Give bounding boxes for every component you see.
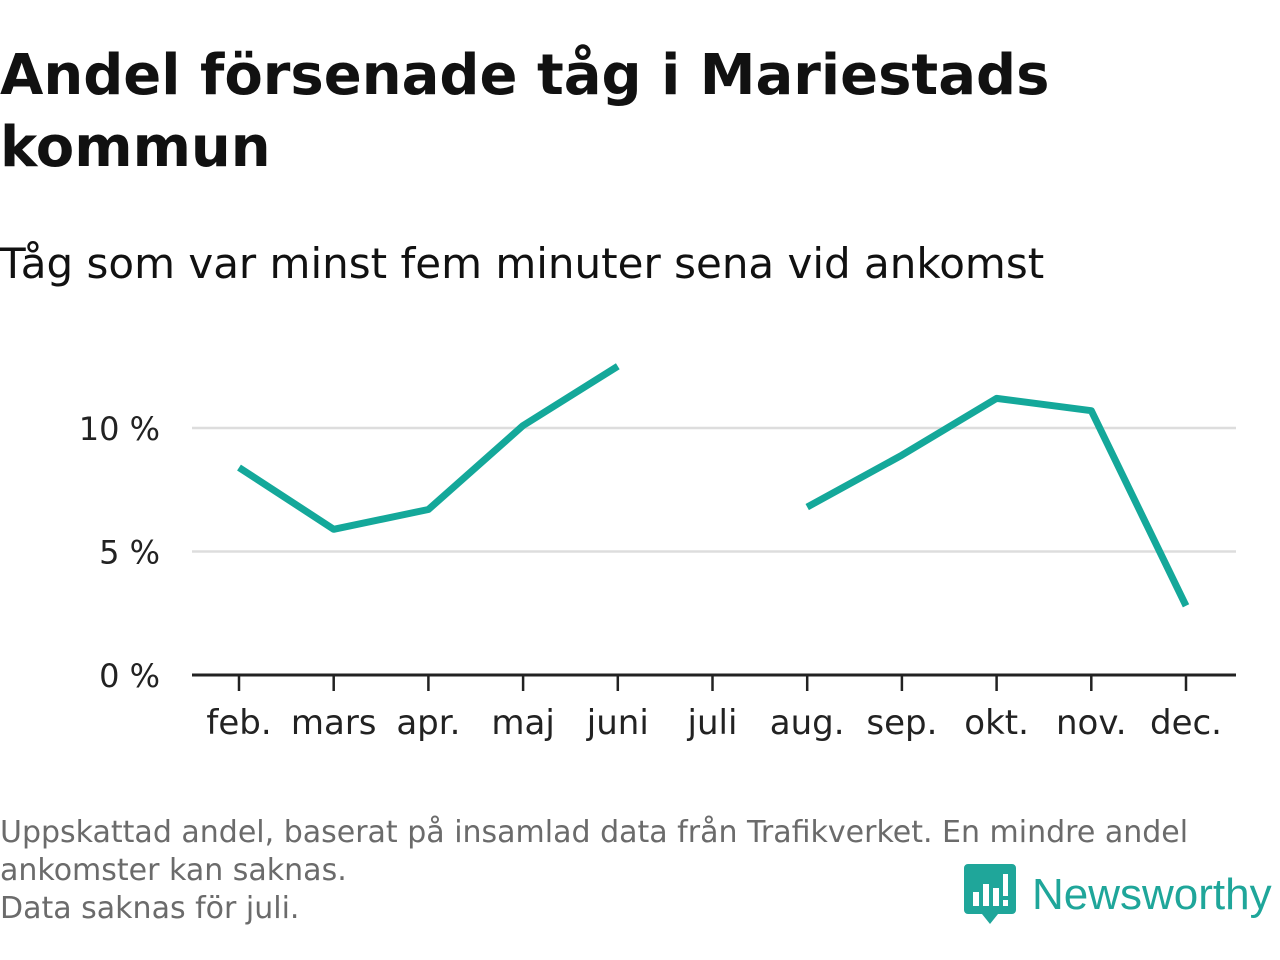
series-line (237, 363, 620, 533)
gridlines (192, 426, 1236, 553)
brand-name: Newsworthy (1032, 870, 1272, 919)
line-chart: 0 % 5 % 10 % feb. mars apr. maj juni juli aug. se… (79, 363, 1236, 743)
newsworthy-logo: Newsworthy (964, 864, 1272, 926)
x-tick-label: mars (291, 703, 377, 743)
newsworthy-bar-chart-icon (964, 864, 1016, 924)
x-tick-label: juli (687, 703, 738, 743)
footnote: Uppskattad andel, baserat på insamlad da… (0, 814, 1270, 928)
x-tick-label: feb. (206, 703, 271, 743)
x-tick-label: juni (586, 703, 649, 743)
x-tick-label: nov. (1056, 703, 1127, 743)
chart-title: Andel försenade tåg i Mariestads kommun (0, 43, 1050, 180)
y-tick-label: 10 % (79, 410, 160, 448)
y-tick-label: 5 % (99, 534, 160, 572)
x-tick-label: sep. (866, 703, 937, 743)
x-tick-labels: feb. mars apr. maj juni juli aug. sep. okt. nov. d… (206, 703, 1222, 743)
y-tick-labels: 0 % 5 % 10 % (79, 410, 160, 695)
footnote-line: ankomster kan saknas. (0, 853, 347, 888)
x-axis (192, 673, 1236, 691)
footnote-line: Uppskattad andel, baserat på insamlad da… (0, 815, 1189, 850)
y-tick-label: 0 % (99, 657, 160, 695)
x-tick-label: aug. (770, 703, 845, 743)
x-tick-label: maj (491, 703, 554, 743)
series-line (805, 394, 1190, 608)
x-tick-label: dec. (1150, 703, 1222, 743)
x-tick-label: apr. (396, 703, 460, 743)
chart-subtitle: Tåg som var minst fem minuter sena vid a… (0, 239, 1045, 288)
data-lines (237, 363, 1190, 608)
x-tick-label: okt. (964, 703, 1029, 743)
footnote-line: Data saknas för juli. (0, 891, 300, 926)
